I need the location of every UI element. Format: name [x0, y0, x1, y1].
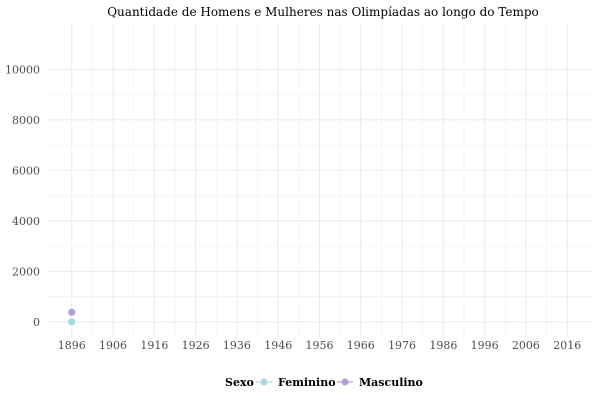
y-tick-label: 4000: [12, 215, 40, 228]
x-tick-label: 1926: [182, 339, 210, 352]
x-tick-label: 1906: [99, 339, 127, 352]
x-tick-label: 1986: [429, 339, 457, 352]
legend-key-point-masculino: [341, 378, 349, 386]
x-tick-label: 2006: [512, 339, 540, 352]
legend-label-masculino: Masculino: [359, 376, 423, 389]
x-tick-label: 1916: [140, 339, 168, 352]
x-axis-tick-labels: 1896 1906 1916 1926 1936 1946 1956 1966 1976 1986…: [58, 339, 581, 352]
x-tick-label: 1946: [264, 339, 292, 352]
legend-item-masculino: Masculino: [337, 376, 423, 389]
y-axis-tick-labels: 0 2000 4000 6000 8000 10000: [5, 63, 40, 328]
x-tick-label: 1896: [58, 339, 86, 352]
y-tick-label: 10000: [5, 63, 40, 76]
chart-title: Quantidade de Homens e Mulheres nas Olim…: [107, 5, 539, 19]
y-tick-label: 6000: [12, 164, 40, 177]
x-tick-label: 1936: [223, 339, 251, 352]
legend: Sexo Feminino Masculino: [225, 376, 423, 389]
legend-item-feminino: Feminino: [256, 376, 336, 389]
x-tick-label: 1966: [347, 339, 375, 352]
legend-key-point-feminino: [260, 378, 268, 386]
x-tick-label: 1976: [388, 339, 416, 352]
x-tick-label: 2016: [553, 339, 581, 352]
legend-label-feminino: Feminino: [278, 376, 336, 389]
legend-title: Sexo: [225, 376, 254, 389]
series-points: [68, 308, 76, 326]
data-point-feminino: [68, 318, 76, 326]
y-tick-label: 0: [33, 316, 40, 329]
y-tick-label: 8000: [12, 114, 40, 127]
x-tick-label: 1956: [306, 339, 334, 352]
grid: [47, 24, 592, 337]
x-tick-label: 1996: [471, 339, 499, 352]
data-point-masculino: [68, 308, 76, 316]
y-tick-label: 2000: [12, 265, 40, 278]
